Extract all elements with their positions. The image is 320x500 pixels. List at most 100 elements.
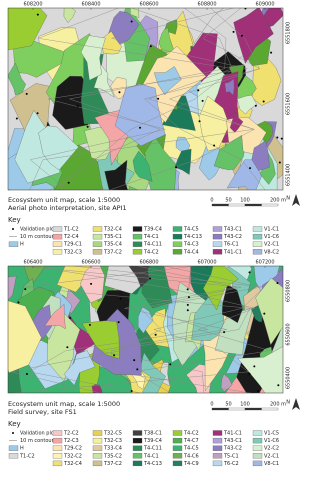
legend-label: T4-C1 bbox=[143, 234, 159, 240]
validation-plot bbox=[130, 20, 133, 23]
validation-plot bbox=[280, 137, 283, 140]
legend-label: T4-C11 bbox=[143, 446, 162, 452]
legend-label: T2-C4 bbox=[63, 234, 79, 240]
validation-plot bbox=[139, 126, 142, 129]
validation-plot bbox=[76, 104, 79, 107]
contour-line bbox=[29, 8, 248, 190]
x-coordinate-label: 607000 bbox=[197, 260, 216, 266]
legend-label: T29-C1 bbox=[63, 242, 82, 248]
validation-plot bbox=[248, 271, 251, 274]
map-title: Ecosystem unit map, scale 1:5000 bbox=[8, 196, 120, 204]
north-label: N bbox=[286, 400, 290, 406]
contour-line bbox=[37, 8, 234, 190]
legend-label: V2-C1 bbox=[264, 453, 279, 459]
legend-swatch bbox=[212, 430, 223, 436]
validation-plot bbox=[66, 346, 69, 349]
scale-bar-label: 100 bbox=[240, 198, 250, 204]
legend-label: T35-C4 bbox=[103, 242, 122, 248]
legend-swatch bbox=[172, 249, 183, 255]
legend-swatch bbox=[8, 445, 19, 451]
legend-label: T43-C2 bbox=[223, 446, 242, 452]
legend-swatch bbox=[252, 430, 263, 436]
scale-bar-segment bbox=[228, 407, 246, 411]
ecosystem-polygon bbox=[80, 35, 106, 81]
legend-swatch bbox=[252, 226, 263, 232]
legend-swatch bbox=[212, 437, 223, 444]
ecosystem-polygon bbox=[213, 135, 244, 171]
legend-label: V2-C1 bbox=[264, 242, 279, 248]
ecosystem-polygon bbox=[224, 78, 235, 96]
legend-swatch bbox=[92, 233, 103, 240]
validation-plot bbox=[17, 301, 20, 304]
legend-swatch bbox=[132, 249, 143, 255]
legend-swatch bbox=[212, 453, 223, 459]
legend-swatch bbox=[212, 226, 223, 232]
legend-swatch bbox=[132, 460, 143, 467]
validation-plot bbox=[90, 282, 93, 285]
validation-plot bbox=[133, 359, 136, 362]
legend-label: T35-C1 bbox=[103, 234, 122, 240]
map-area bbox=[8, 8, 283, 190]
legend-label: T32-C4 bbox=[103, 227, 122, 233]
legend-swatch bbox=[172, 453, 183, 459]
ecosystem-polygon bbox=[221, 284, 243, 324]
contour-line bbox=[11, 266, 242, 393]
legend-swatch bbox=[172, 241, 183, 247]
legend-label: T2-C2 bbox=[63, 431, 79, 437]
legend-label: T4-C9 bbox=[183, 461, 199, 467]
ecosystem-polygon bbox=[174, 148, 192, 175]
legend-label: V1-C5 bbox=[264, 431, 279, 437]
validation-plot bbox=[149, 45, 152, 48]
legend-label: V8-C1 bbox=[264, 461, 279, 467]
x-coordinate-label: 609000 bbox=[255, 2, 274, 8]
legend-label: T4-C11 bbox=[143, 242, 162, 248]
legend-label: T5-C1 bbox=[223, 453, 239, 459]
legend-label: T39-C4 bbox=[143, 438, 162, 444]
legend-label: T4-C13 bbox=[183, 234, 202, 240]
ecosystem-polygon bbox=[8, 276, 17, 301]
legend-label: T41-C1 bbox=[223, 431, 242, 437]
legend-label: T4-C7 bbox=[183, 438, 199, 444]
validation-plot bbox=[253, 365, 256, 368]
ecosystem-polygon bbox=[229, 110, 244, 133]
legend-swatch bbox=[52, 241, 63, 247]
scale-bar-label: 50 bbox=[225, 198, 231, 204]
legend-swatch bbox=[172, 460, 183, 467]
legend-swatch bbox=[92, 453, 103, 459]
legend-label: H bbox=[20, 242, 24, 248]
validation-plot bbox=[198, 120, 201, 123]
ecosystem-polygon bbox=[255, 277, 283, 346]
ecosystem-polygon bbox=[220, 373, 233, 392]
scale-bar-label: 200 m bbox=[270, 402, 286, 408]
ecosystem-polygon bbox=[44, 303, 66, 330]
legend-label: 10 m contour bbox=[20, 234, 55, 240]
scale-bar-segment bbox=[244, 203, 262, 207]
legend-label: T41-C1 bbox=[223, 249, 242, 255]
validation-plot bbox=[25, 373, 28, 376]
validation-plot bbox=[186, 303, 189, 306]
legend-swatch bbox=[132, 430, 143, 436]
legend-label: T1-C2 bbox=[19, 453, 35, 459]
legend-label: T38-C1 bbox=[143, 431, 162, 437]
legend-label: T37-C2 bbox=[103, 249, 122, 255]
validation-plot bbox=[15, 117, 18, 120]
legend-swatch bbox=[8, 453, 19, 459]
legend-label: T4-C5 bbox=[183, 227, 199, 233]
legend-label: T4-C2 bbox=[143, 249, 159, 255]
ecosystem-polygon bbox=[63, 350, 96, 386]
map-subtitle: Aerial photo interpretation, site API1 bbox=[8, 204, 127, 212]
ecosystem-polygon bbox=[14, 109, 61, 184]
scale-bar-segment bbox=[244, 407, 262, 411]
legend-label: T32-C4 bbox=[63, 461, 82, 467]
legend-swatch bbox=[52, 445, 63, 451]
legend-swatch bbox=[252, 233, 263, 240]
ecosystem-polygon bbox=[8, 300, 42, 373]
contour-line bbox=[28, 266, 261, 393]
ecosystem-polygon bbox=[237, 346, 283, 393]
contour-line bbox=[23, 266, 251, 393]
contour-line bbox=[29, 8, 260, 190]
legend-label: T35-C2 bbox=[103, 453, 122, 459]
x-coordinate-label: 607200 bbox=[255, 260, 274, 266]
validation-plot bbox=[262, 100, 265, 103]
validation-plot bbox=[240, 34, 243, 37]
